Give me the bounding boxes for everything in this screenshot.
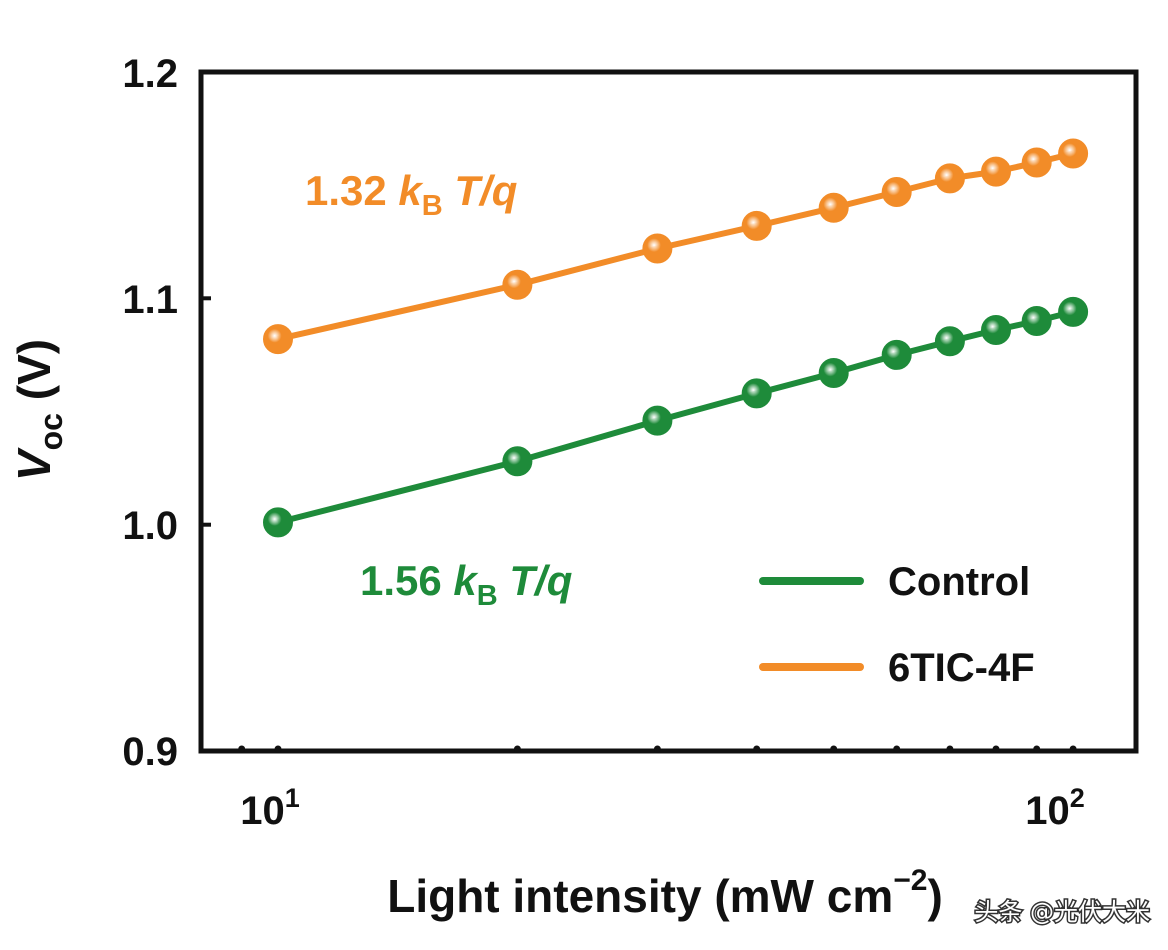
data-point-6tic-4f-50: [818, 192, 849, 223]
data-point-6tic-4f-20: [502, 269, 533, 300]
x-tick-label-10-1: 101: [240, 783, 300, 833]
data-point-6tic-4f-70: [934, 163, 965, 194]
data-point-6tic-4f-10: [263, 324, 293, 355]
plot-frame: [198, 69, 1139, 754]
data-point-6tic-4f-80: [981, 156, 1011, 187]
y-tick-label-1.0: 1.0: [122, 504, 178, 548]
legend-label-6tic-4f: 6TIC-4F: [888, 646, 1035, 690]
x-minor-tick-10: [274, 745, 282, 753]
svg-text:102: 102: [1025, 783, 1085, 833]
data-point-6tic-4f-60: [881, 177, 912, 207]
legend: Control 6TIC-4F: [759, 560, 1035, 690]
x-minor-tick-100: [1069, 745, 1077, 753]
data-point-control-100: [1058, 296, 1089, 327]
data-point-control-20: [502, 446, 533, 477]
y-tick-label-0.9: 0.9: [122, 730, 178, 774]
x-minor-tick-50: [830, 745, 838, 753]
y-tick-label-1.2: 1.2: [122, 52, 178, 96]
x-minor-tick-20: [513, 745, 521, 753]
svg-text:101: 101: [240, 783, 300, 833]
data-point-control-90: [1021, 306, 1052, 336]
x-minor-tick-70: [946, 745, 954, 753]
data-point-control-70: [934, 326, 965, 357]
x-minor-tick-90: [1033, 745, 1041, 753]
y-axis-title: Voc (V): [8, 339, 69, 481]
data-point-control-60: [881, 339, 912, 370]
data-point-6tic-4f-40: [741, 210, 772, 241]
annotation-control-slope: 1.56 kB T/q: [360, 557, 572, 612]
data-point-control-30: [642, 405, 673, 436]
data-point-6tic-4f-90: [1021, 147, 1052, 178]
x-minor-tick-9: [238, 745, 246, 753]
data-point-control-80: [981, 315, 1011, 345]
x-tick-label-10-2: 102: [1025, 783, 1085, 833]
x-minor-tick-60: [893, 745, 901, 753]
series-line-6tic-4f: [277, 150, 1074, 343]
data-point-control-40: [741, 378, 772, 409]
x-minor-tick-80: [992, 745, 1000, 753]
x-minor-tick-40: [753, 745, 761, 753]
data-point-6tic-4f-30: [642, 233, 673, 264]
x-axis-title: Light intensity (mW cm−2): [387, 864, 943, 922]
legend-label-control: Control: [888, 560, 1030, 604]
data-point-6tic-4f-100: [1058, 138, 1089, 169]
annotation-6tic-4f-slope: 1.32 kB T/q: [305, 167, 517, 222]
data-point-control-10: [263, 507, 293, 538]
series-line-control: [277, 308, 1074, 526]
watermark: 头条 @光伏大米: [974, 898, 1150, 926]
x-minor-tick-30: [653, 745, 661, 753]
data-point-control-50: [818, 358, 849, 388]
y-tick-label-1.1: 1.1: [122, 278, 178, 322]
